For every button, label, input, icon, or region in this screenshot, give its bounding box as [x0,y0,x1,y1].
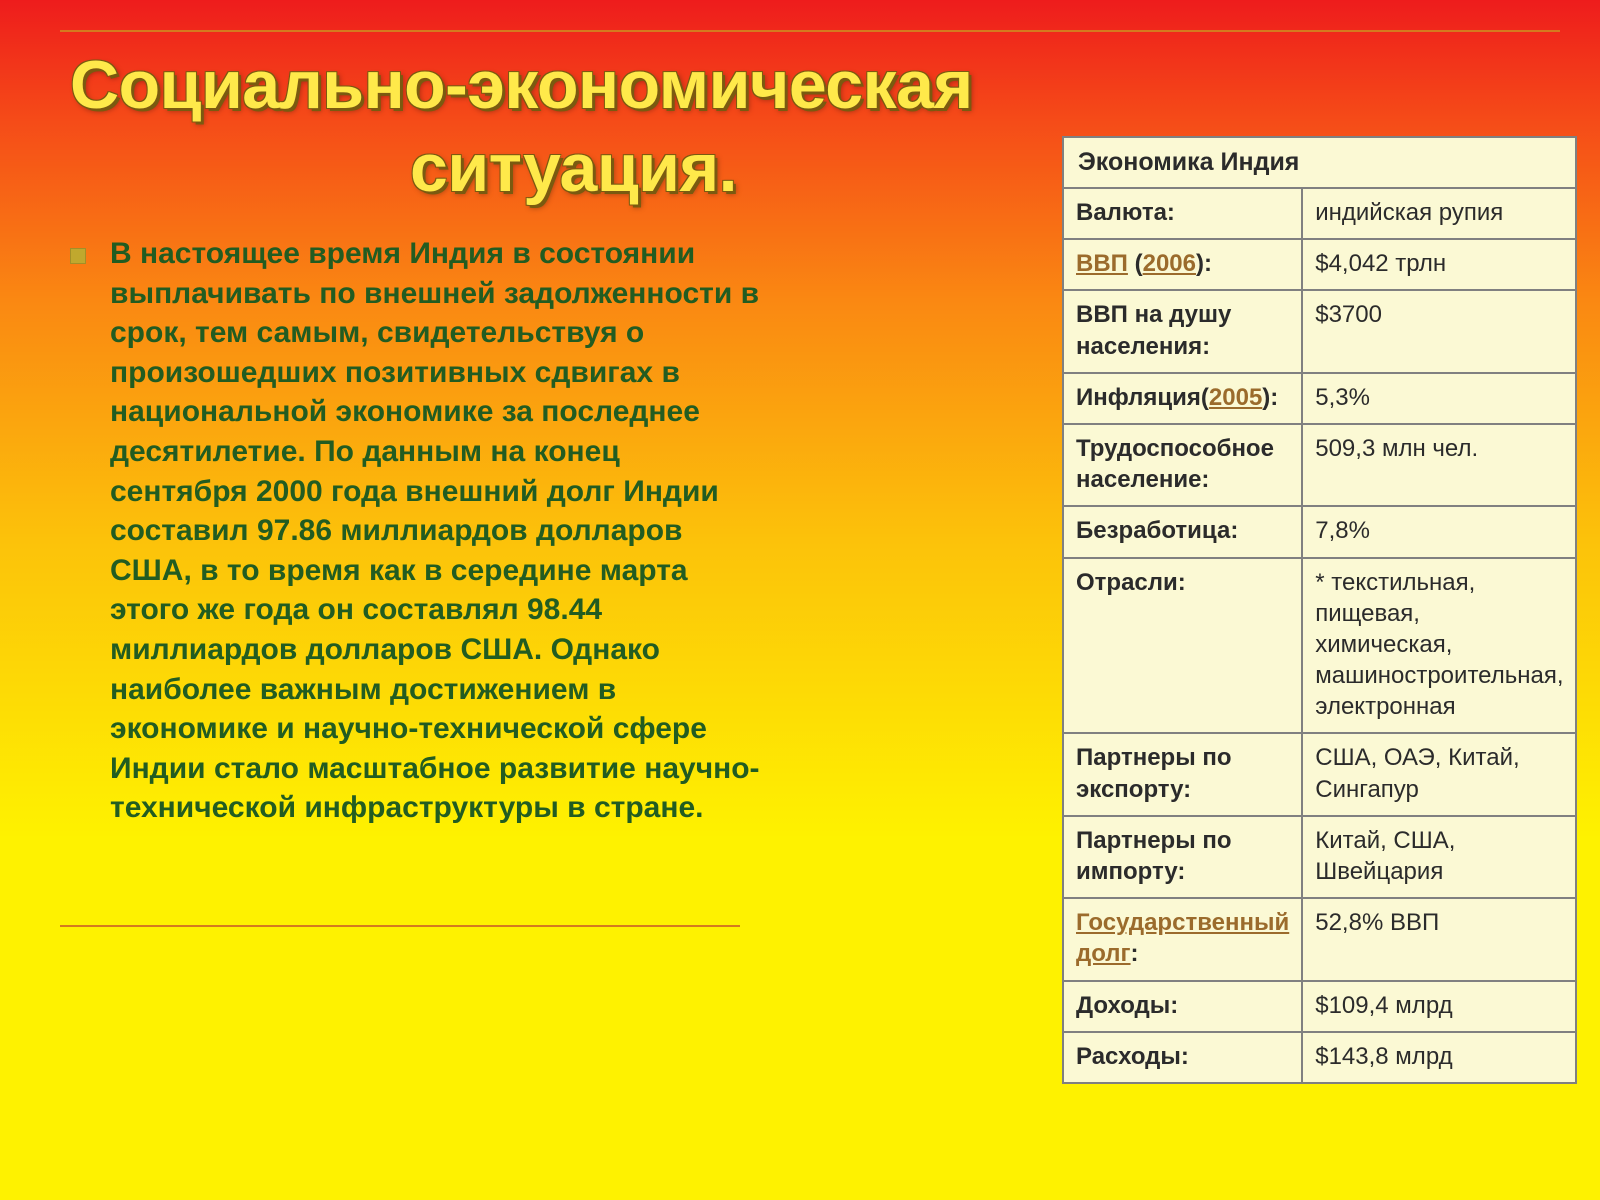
table-row: Партнеры по импорту: Китай, США, Швейцар… [1063,816,1576,898]
body-column: В настоящее время Индия в состоянии выпл… [70,228,760,1170]
table-cell-value: * текстильная, пищевая, химическая, маши… [1302,558,1576,734]
table-body: Валюта: индийская рупияВВП (2006): $4,04… [1063,188,1576,1083]
table-cell-label: Инфляция(2005): [1063,373,1302,424]
table-cell-label: Партнеры по импорту: [1063,816,1302,898]
table-cell-label: Валюта: [1063,188,1302,239]
divider-bottom [60,925,740,927]
title-line1: Социально-экономическая [70,48,1560,123]
table-cell-label: Отрасли: [1063,558,1302,734]
table-cell-label: Безработица: [1063,506,1302,557]
table-cell-label: Расходы: [1063,1032,1302,1083]
table-cell-label: Государственный долг: [1063,898,1302,980]
table-cell-value: $4,042 трлн [1302,239,1576,290]
table-cell-value: Китай, США, Швейцария [1302,816,1576,898]
table-row: Трудоспособное население: 509,3 млн чел. [1063,424,1576,506]
table-cell-value: индийская рупия [1302,188,1576,239]
divider-top [60,30,1560,32]
table-row: Валюта: индийская рупия [1063,188,1576,239]
table-row: Государственный долг: 52,8% ВВП [1063,898,1576,980]
table-cell-label: Доходы: [1063,981,1302,1032]
table-header: Экономика Индия [1063,137,1576,188]
table-cell-value: 52,8% ВВП [1302,898,1576,980]
table-cell-value: 7,8% [1302,506,1576,557]
slide: Социально-экономическая ситуация. В наст… [0,0,1600,1200]
table-cell-value: $143,8 млрд [1302,1032,1576,1083]
table-row: ВВП на душу населения: $3700 [1063,290,1576,372]
table-row: Партнеры по экспорту: США, ОАЭ, Китай, С… [1063,733,1576,815]
table-cell-label: ВВП на душу населения: [1063,290,1302,372]
table-row: Доходы: $109,4 млрд [1063,981,1576,1032]
table-cell-value: $109,4 млрд [1302,981,1576,1032]
economy-table: Экономика Индия Валюта: индийская рупияВ… [1062,136,1577,1084]
table-row: Инфляция(2005): 5,3% [1063,373,1576,424]
body-text: В настоящее время Индия в состоянии выпл… [110,234,760,828]
table-row: Отрасли: * текстильная, пищевая, химичес… [1063,558,1576,734]
bullet-row: В настоящее время Индия в состоянии выпл… [70,234,760,828]
table-cell-value: 509,3 млн чел. [1302,424,1576,506]
table-row: Безработица: 7,8% [1063,506,1576,557]
table-cell-label: Партнеры по экспорту: [1063,733,1302,815]
table-cell-label: Трудоспособное население: [1063,424,1302,506]
bullet-icon [70,248,86,264]
table-cell-value: $3700 [1302,290,1576,372]
content-area: В настоящее время Индия в состоянии выпл… [70,228,1560,1170]
table-cell-value: 5,3% [1302,373,1576,424]
table-column: Экономика Индия Валюта: индийская рупияВ… [1062,136,1560,1084]
table-row: Расходы: $143,8 млрд [1063,1032,1576,1083]
table-row: ВВП (2006): $4,042 трлн [1063,239,1576,290]
table-cell-value: США, ОАЭ, Китай, Сингапур [1302,733,1576,815]
table-cell-label: ВВП (2006): [1063,239,1302,290]
